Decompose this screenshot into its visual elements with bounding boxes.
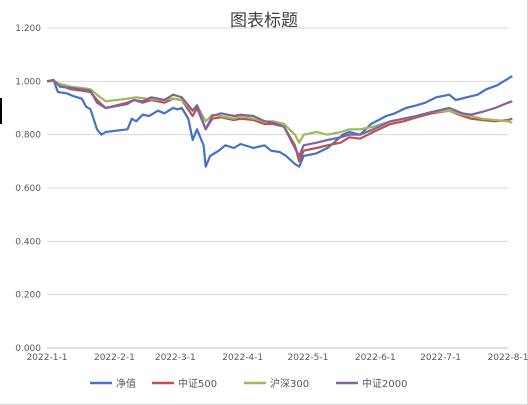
series-line: [47, 80, 513, 144]
series-line: [46, 78, 513, 158]
legend-label: 沪深300: [270, 377, 309, 390]
y-tick-label: 1.200: [15, 24, 41, 34]
x-tick-label: 2022-3-1: [155, 353, 196, 363]
legend-label: 中证2000: [362, 377, 407, 390]
legend-label: 中证500: [178, 377, 217, 390]
x-tick-label: 2022-7-1: [420, 353, 461, 363]
x-tick-label: 2022-5-1: [288, 353, 329, 363]
series-line: [46, 75, 513, 168]
y-tick-label: 0.600: [15, 184, 41, 194]
edge-marker: [0, 98, 2, 124]
y-tick-label: 0.400: [15, 237, 41, 247]
y-tick-label: 1.000: [15, 77, 41, 87]
series-line: [46, 79, 513, 163]
legend-label: 净值: [116, 377, 136, 390]
x-tick-label: 2022-4-1: [222, 353, 263, 363]
chart-title: 图表标题: [230, 11, 298, 31]
x-tick-label: 2022-8-1: [488, 353, 528, 363]
y-tick-label: 0.000: [15, 344, 41, 354]
y-tick-label: 0.800: [15, 131, 41, 141]
y-tick-label: 0.200: [15, 291, 41, 301]
x-tick-label: 2022-2-1: [94, 353, 135, 363]
x-tick-label: 2022-6-1: [355, 353, 396, 363]
x-tick-label: 2022-1-1: [27, 353, 68, 363]
